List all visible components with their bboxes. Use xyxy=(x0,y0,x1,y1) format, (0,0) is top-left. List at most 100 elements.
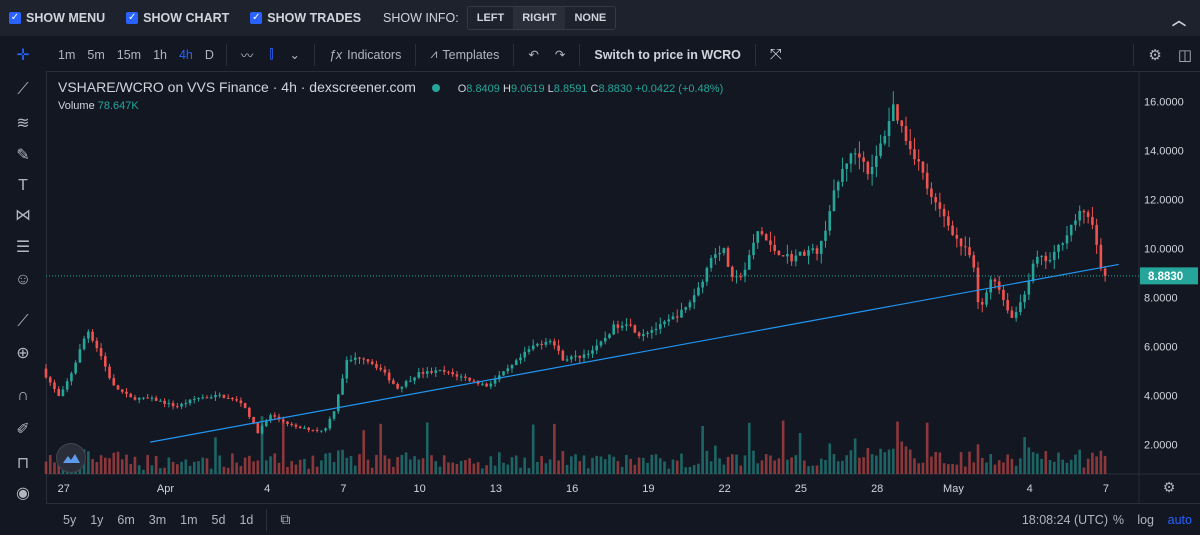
bottom-toolbar: 5y 1y 6m 3m 1m 5d 1d ⧉ 18:08:24 (UTC) % … xyxy=(46,503,1200,535)
volume-bar xyxy=(231,453,234,474)
volume-bar xyxy=(417,459,421,474)
candle-body xyxy=(752,242,755,256)
candle-body xyxy=(70,373,73,382)
volume-bar xyxy=(701,426,704,474)
line-chart-icon[interactable]: 〰 xyxy=(240,49,254,63)
camera-icon[interactable]: ◫ xyxy=(1177,46,1192,64)
volume-bar xyxy=(379,423,382,474)
pattern-icon[interactable]: ⋈ xyxy=(15,207,31,224)
candle-body xyxy=(680,309,683,318)
price-axis-labels: 16.0000 14.0000 12.0000 10.0000 8.0000 6.0000… xyxy=(1144,96,1184,451)
candle-body xyxy=(1027,281,1031,295)
magnet-icon[interactable]: ∩ xyxy=(17,387,29,404)
timeframe-1h[interactable]: 1h xyxy=(153,47,167,62)
info-right-button[interactable]: RIGHT xyxy=(513,7,566,29)
candle-body xyxy=(226,397,230,399)
settings-gear-icon[interactable]: ⚙ xyxy=(1148,46,1162,64)
templates-button[interactable]: ⩘ Templates xyxy=(422,47,507,62)
volume-bar xyxy=(934,451,937,474)
volume-bar xyxy=(1044,451,1048,474)
range-5d[interactable]: 5d xyxy=(211,512,226,527)
range-1y[interactable]: 1y xyxy=(90,512,104,527)
timeframe-4h[interactable]: 4h xyxy=(178,47,193,62)
candle-body xyxy=(252,416,255,424)
fullscreen-icon[interactable]: ⤧ xyxy=(769,46,782,63)
candle-body xyxy=(294,424,298,427)
candle-body xyxy=(540,343,543,345)
goto-date-icon[interactable]: ⧉ xyxy=(280,511,291,527)
candle-body xyxy=(603,337,607,342)
redo-icon[interactable]: ↷ xyxy=(554,48,566,62)
lock-icon[interactable]: ⊓ xyxy=(16,455,30,472)
time-axis-labels: 27 Apr 4 7 10 13 16 19 22 25 28 May 4 7 xyxy=(58,483,1109,495)
volume-bar xyxy=(862,457,865,474)
timeframe-5m[interactable]: 5m xyxy=(87,47,105,62)
volume-bar xyxy=(718,458,721,474)
candle-body xyxy=(620,325,624,328)
undo-icon[interactable]: ↶ xyxy=(528,48,539,62)
timeframe-15m[interactable]: 15m xyxy=(116,47,142,62)
log-toggle[interactable]: log xyxy=(1137,513,1154,527)
fib-tool-icon[interactable]: ≋ xyxy=(16,115,30,132)
lock-drawing-icon[interactable]: ✐ xyxy=(16,421,30,438)
percent-toggle[interactable]: % xyxy=(1112,513,1124,527)
range-3m[interactable]: 3m xyxy=(148,512,167,527)
show-menu-checkbox[interactable]: ✓ SHOW MENU xyxy=(9,11,105,25)
eye-icon[interactable]: ◉ xyxy=(16,485,30,502)
range-1d[interactable]: 1d xyxy=(239,512,254,527)
chevron-down-icon[interactable]: ⌄ xyxy=(289,48,300,62)
volume-bar xyxy=(930,456,933,474)
indicators-button[interactable]: ƒx Indicators xyxy=(321,48,409,62)
show-trades-checkbox[interactable]: ✓ SHOW TRADES xyxy=(250,11,361,25)
range-5y[interactable]: 5y xyxy=(63,512,77,527)
volume-bar xyxy=(320,460,323,474)
volume-bar xyxy=(167,457,171,474)
text-tool-icon[interactable]: T xyxy=(18,177,28,194)
auto-toggle[interactable]: auto xyxy=(1167,513,1192,527)
timeframe-1m[interactable]: 1m xyxy=(58,47,76,62)
brush-icon[interactable]: ✎ xyxy=(16,147,30,164)
candles-icon[interactable]: ⫿ xyxy=(269,47,274,61)
volume-bar xyxy=(1048,459,1052,474)
chevron-up-icon[interactable]: ︿ xyxy=(1172,12,1186,28)
volume-bar xyxy=(887,449,891,474)
trend-line[interactable] xyxy=(150,263,1119,443)
trend-line-icon[interactable]: ⟋ xyxy=(17,81,29,98)
prediction-icon[interactable]: ☰ xyxy=(15,239,31,256)
candle-body xyxy=(99,348,103,357)
zoom-in-icon[interactable]: ⊕ xyxy=(16,345,30,362)
axis-settings-icon[interactable]: ⚙ xyxy=(1163,480,1176,496)
tradingview-logo-icon[interactable] xyxy=(56,443,86,473)
clock-readout[interactable]: 18:08:24 (UTC) xyxy=(1021,513,1108,527)
candle-body xyxy=(468,377,471,381)
candle-body xyxy=(735,276,738,278)
crosshair-icon[interactable]: ✛ xyxy=(16,47,30,64)
candle-body xyxy=(862,157,865,162)
range-6m[interactable]: 6m xyxy=(117,512,135,527)
show-chart-checkbox[interactable]: ✓ SHOW CHART xyxy=(126,11,229,25)
timeframe-d[interactable]: D xyxy=(204,47,214,62)
candle-body xyxy=(1091,216,1094,225)
info-none-button[interactable]: NONE xyxy=(574,12,607,24)
volume-bar xyxy=(303,458,306,474)
volume-bar xyxy=(260,416,264,474)
info-left-button[interactable]: LEFT xyxy=(476,12,505,24)
range-1m[interactable]: 1m xyxy=(180,512,198,527)
candle-body xyxy=(163,400,166,404)
ruler-icon[interactable]: ⟋ xyxy=(17,313,29,330)
candle-body xyxy=(1010,310,1014,318)
volume-bar xyxy=(1091,452,1094,474)
volume-bar xyxy=(1078,449,1081,474)
volume-bar xyxy=(328,452,332,474)
emoji-icon[interactable]: ☺ xyxy=(14,271,32,288)
volume-bar xyxy=(1006,454,1009,474)
candle-body xyxy=(1040,255,1043,257)
candle-body xyxy=(709,258,713,268)
candle-body xyxy=(1078,210,1081,221)
switch-price-button[interactable]: Switch to price in WCRO xyxy=(594,47,741,62)
volume-bar xyxy=(489,456,493,474)
candle-body xyxy=(985,292,988,305)
volume-bar xyxy=(442,455,446,474)
candle-body xyxy=(743,269,747,277)
